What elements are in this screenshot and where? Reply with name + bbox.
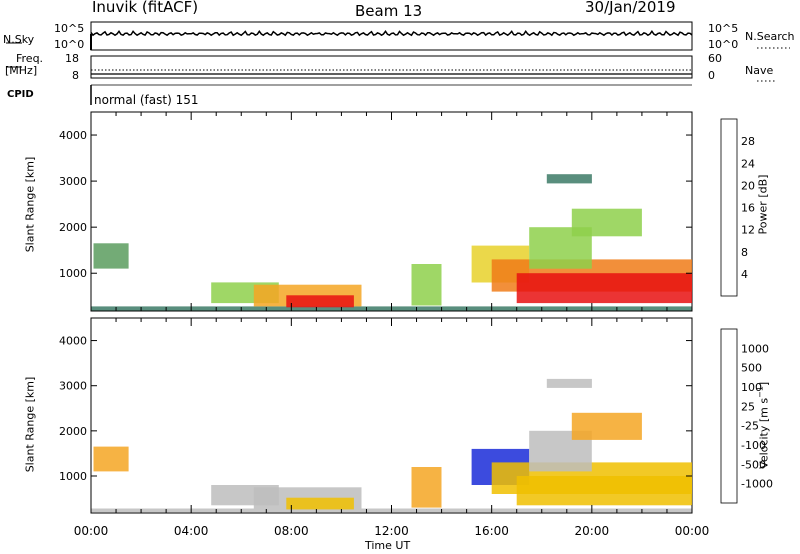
velocity-region-10	[546, 378, 592, 388]
nave-tick-top: 60	[708, 52, 722, 65]
velocity-colorbar-tick-1: 500	[741, 362, 762, 375]
nsky-trace	[90, 29, 693, 37]
velocity-ytick-label-0: 1000	[59, 470, 87, 483]
velocity-colorbar-tick-4: -25	[741, 420, 759, 433]
velocity-colorbar-tick-5: -100	[741, 439, 766, 452]
power-ytick-label-0: 1000	[59, 267, 87, 280]
velocity-colorbar-frame	[720, 328, 738, 504]
velocity-colorbar-tick-3: 25	[741, 400, 755, 413]
velocity-colorbar-tick-6: -500	[741, 458, 766, 471]
beam-title: Beam 13	[355, 2, 423, 20]
power-region-11	[571, 208, 642, 237]
x-tick-label-1: 04:00	[174, 524, 209, 538]
freq-tick-top: 18	[65, 52, 79, 65]
power-region-10	[546, 174, 592, 184]
station-title: Inuvik (fitACF)	[92, 0, 199, 16]
velocity-colorbar-tick-2: 100	[741, 381, 762, 394]
power-ylabel: Slant Range [km]	[23, 156, 37, 253]
power-colorbar-tick-0: 4	[741, 268, 748, 281]
power-colorbar-label: Power [dB]	[756, 174, 770, 235]
freq-label: Freq.	[16, 52, 44, 65]
velocity-ytick-label-2: 3000	[59, 380, 87, 393]
x-tick-label-5: 20:00	[575, 524, 610, 538]
velocity-colorbar-label: Velocity [m s−1]	[755, 381, 771, 469]
power-colorbar-tick-1: 8	[741, 246, 748, 259]
power-region-4	[286, 295, 354, 308]
velocity-colorbar-tick-0: 1000	[741, 342, 769, 355]
power-ytick-label-1: 2000	[59, 221, 87, 234]
power-region-8	[516, 273, 692, 304]
velocity-region-11	[571, 412, 642, 440]
power-region-5	[411, 264, 442, 306]
nsky-tick-bottom: 10^0	[54, 38, 85, 51]
nsearch-label: N.Search	[745, 30, 795, 43]
x-tick-label-0: 00:00	[74, 524, 109, 538]
x-tick-label-4: 16:00	[474, 524, 509, 538]
x-tick-label-3: 12:00	[374, 524, 409, 538]
power-colorbar-tick-5: 24	[741, 157, 755, 170]
power-region-1	[93, 243, 129, 269]
velocity-ylabel: Slant Range [km]	[23, 376, 37, 473]
nsearch-tick-top: 10^5	[708, 22, 739, 35]
nsearch-tick-bottom: 10^0	[708, 38, 739, 51]
nsky-panel	[90, 21, 693, 51]
freq-tick-bottom: 8	[72, 69, 79, 82]
cpid-label: CPID	[7, 89, 34, 100]
nsky-tick-top: 10^5	[54, 22, 85, 35]
velocity-region-8	[516, 476, 692, 506]
date-title: 30/Jan/2019	[585, 0, 676, 16]
x-tick-label-2: 08:00	[274, 524, 309, 538]
velocity-region-1	[93, 446, 129, 472]
velocity-colorbar-tick-7: -1000	[741, 478, 773, 491]
x-axis-label: Time UT	[365, 539, 411, 552]
cpid-value: normal (fast) 151	[94, 93, 199, 107]
power-ytick-label-2: 3000	[59, 175, 87, 188]
power-colorbar-tick-4: 20	[741, 179, 755, 192]
power-colorbar-tick-3: 16	[741, 202, 755, 215]
nave-tick-bottom: 0	[708, 69, 715, 82]
velocity-ytick-label-1: 2000	[59, 425, 87, 438]
nave-label: Nave	[745, 64, 774, 77]
power-colorbar-tick-6: 28	[741, 135, 755, 148]
freq-panel	[90, 55, 693, 79]
velocity-region-5	[411, 467, 442, 508]
power-ytick-label-3: 4000	[59, 129, 87, 142]
power-colorbar-frame	[720, 118, 738, 297]
velocity-region-4	[286, 497, 354, 510]
power-colorbar-tick-2: 12	[741, 224, 755, 237]
velocity-ytick-label-3: 4000	[59, 335, 87, 348]
x-tick-label-6: 00:00	[675, 524, 710, 538]
